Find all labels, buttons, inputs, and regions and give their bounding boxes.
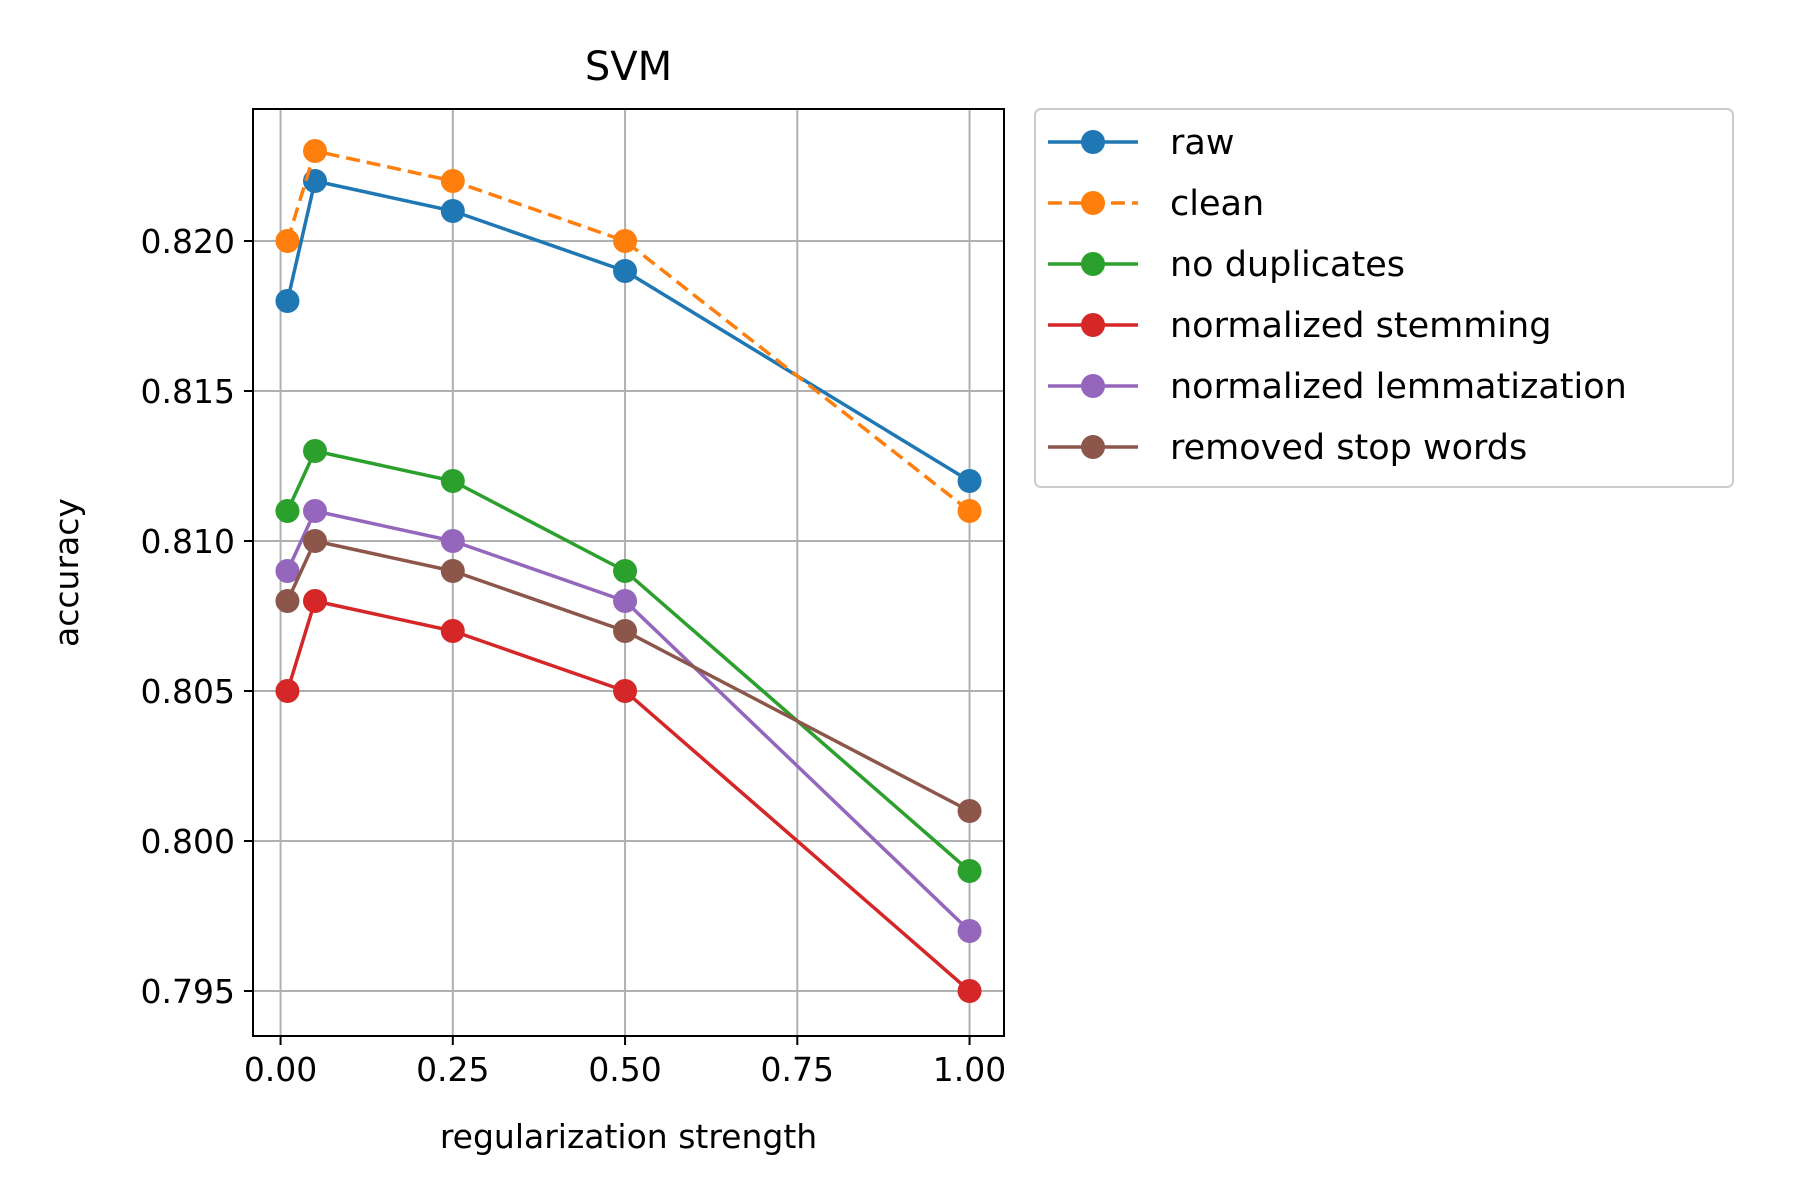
data-point: [275, 499, 300, 523]
data-point: [303, 499, 328, 523]
data-point: [957, 859, 982, 883]
data-point: [303, 589, 328, 613]
y-axis: 0.795 0.800 0.805 0.810 0.815 0.820: [141, 222, 253, 1011]
data-point: [303, 439, 328, 463]
data-point: [957, 979, 982, 1003]
y-tick-label: 0.800: [141, 822, 235, 861]
legend-marker: [1081, 191, 1105, 215]
data-point: [440, 469, 465, 493]
data-point: [613, 589, 638, 613]
data-point: [440, 619, 465, 643]
x-axis: 0.00 0.25 0.50 0.75 1.00: [244, 1036, 1006, 1089]
legend-marker: [1081, 130, 1105, 154]
x-tick-label: 0.00: [244, 1050, 317, 1089]
legend-label: no duplicates: [1170, 245, 1405, 285]
data-point: [613, 259, 638, 283]
x-axis-label: regularization strength: [440, 1117, 817, 1156]
data-point: [440, 169, 465, 193]
y-tick-label: 0.805: [141, 672, 235, 711]
legend-label: removed stop words: [1170, 428, 1527, 468]
legend-label: normalized stemming: [1170, 306, 1551, 346]
legend-box: [1034, 108, 1734, 488]
y-tick-label: 0.810: [141, 522, 235, 561]
legend-label: clean: [1170, 184, 1264, 224]
legend-marker: [1081, 313, 1105, 337]
legend-label: raw: [1170, 123, 1234, 163]
x-tick-label: 0.75: [761, 1050, 834, 1089]
x-tick-label: 0.25: [416, 1050, 489, 1089]
legend-marker: [1081, 435, 1105, 459]
x-tick-label: 1.00: [933, 1050, 1006, 1089]
data-point: [613, 679, 638, 703]
series-layer: [275, 139, 982, 1003]
data-point: [613, 559, 638, 583]
data-point: [275, 589, 300, 613]
y-tick-label: 0.795: [141, 972, 235, 1011]
data-point: [957, 919, 982, 943]
data-point: [957, 799, 982, 823]
legend-marker: [1081, 252, 1105, 276]
chart-title: SVM: [585, 44, 672, 90]
data-point: [440, 199, 465, 223]
data-point: [613, 619, 638, 643]
data-point: [303, 529, 328, 553]
data-point: [440, 559, 465, 583]
legend: raw clean no duplicates normalized stemming…: [1034, 108, 1734, 488]
legend-marker: [1081, 374, 1105, 398]
data-point: [957, 469, 982, 493]
data-point: [275, 559, 300, 583]
data-point: [613, 229, 638, 253]
legend-label: normalized lemmatization: [1170, 367, 1627, 407]
y-axis-label: accuracy: [47, 498, 86, 647]
data-point: [275, 229, 300, 253]
data-point: [957, 499, 982, 523]
data-point: [275, 289, 300, 313]
data-point: [303, 139, 328, 163]
x-tick-label: 0.50: [588, 1050, 661, 1089]
data-point: [440, 529, 465, 553]
data-point: [275, 679, 300, 703]
plot-frame: [252, 108, 1005, 1037]
y-tick-label: 0.820: [141, 222, 235, 261]
y-tick-label: 0.815: [141, 372, 235, 411]
